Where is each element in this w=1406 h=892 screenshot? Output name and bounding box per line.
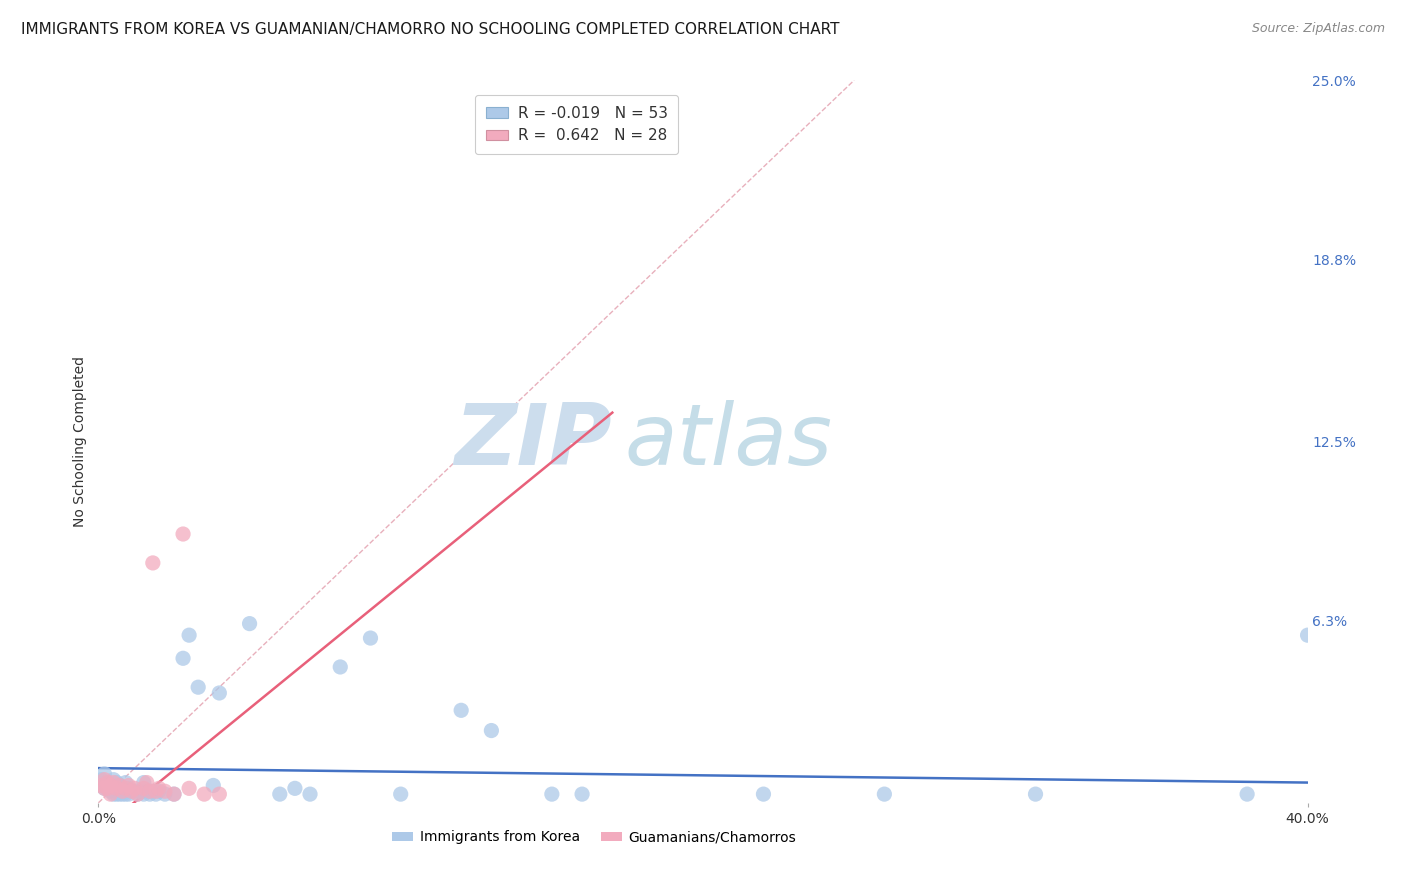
Point [114, 775, 136, 789]
Point [114, 787, 136, 801]
Point [108, 787, 131, 801]
Point [105, 781, 128, 796]
Point [142, 556, 165, 570]
Point [108, 779, 131, 793]
Point [540, 787, 562, 801]
Point [145, 784, 167, 798]
Point [100, 784, 122, 798]
Point [389, 787, 412, 801]
Point [118, 779, 141, 793]
Point [172, 651, 194, 665]
Point [187, 680, 209, 694]
Point [105, 787, 128, 801]
Point [172, 527, 194, 541]
Point [111, 784, 134, 798]
Point [127, 787, 149, 801]
Point [100, 779, 122, 793]
Point [121, 784, 143, 798]
Point [208, 787, 231, 801]
Point [93, 781, 115, 796]
Point [481, 723, 503, 738]
Legend: Immigrants from Korea, Guamanians/Chamorros: Immigrants from Korea, Guamanians/Chamor… [387, 825, 801, 850]
Point [124, 781, 146, 796]
Point [208, 686, 231, 700]
Text: Source: ZipAtlas.com: Source: ZipAtlas.com [1251, 22, 1385, 36]
Point [752, 787, 775, 801]
Point [93, 772, 115, 787]
Point [124, 784, 146, 798]
Point [163, 787, 186, 801]
Point [100, 779, 122, 793]
Point [90, 779, 112, 793]
Point [179, 628, 201, 642]
Point [450, 703, 472, 717]
Point [132, 781, 155, 796]
Point [118, 781, 141, 796]
Point [299, 787, 322, 801]
Point [96, 781, 118, 796]
Point [121, 784, 143, 798]
Point [1296, 628, 1319, 642]
Point [114, 781, 136, 796]
Point [96, 781, 118, 796]
Point [193, 787, 215, 801]
Point [132, 787, 155, 801]
Point [100, 787, 122, 801]
Text: ZIP: ZIP [454, 400, 613, 483]
Point [103, 775, 125, 789]
Point [96, 775, 118, 789]
Point [127, 787, 149, 801]
Text: IMMIGRANTS FROM KOREA VS GUAMANIAN/CHAMORRO NO SCHOOLING COMPLETED CORRELATION C: IMMIGRANTS FROM KOREA VS GUAMANIAN/CHAMO… [21, 22, 839, 37]
Point [571, 787, 593, 801]
Point [269, 787, 291, 801]
Point [93, 767, 115, 781]
Point [1024, 787, 1046, 801]
Point [202, 779, 225, 793]
Point [132, 775, 155, 789]
Point [111, 787, 134, 801]
Point [118, 787, 141, 801]
Point [329, 660, 352, 674]
Point [139, 784, 162, 798]
Point [103, 772, 125, 787]
Point [145, 787, 167, 801]
Point [163, 787, 186, 801]
Point [90, 772, 112, 787]
Point [148, 781, 170, 796]
Text: atlas: atlas [624, 400, 832, 483]
Point [135, 775, 157, 789]
Point [148, 784, 170, 798]
Point [284, 781, 307, 796]
Point [360, 631, 382, 645]
Point [108, 779, 131, 793]
Point [1236, 787, 1258, 801]
Point [129, 784, 152, 798]
Point [139, 787, 162, 801]
Point [105, 775, 128, 789]
Point [239, 616, 262, 631]
Point [153, 784, 176, 798]
Point [96, 775, 118, 789]
Point [111, 781, 134, 796]
Point [103, 787, 125, 801]
Point [142, 784, 165, 798]
Point [873, 787, 896, 801]
Point [135, 784, 157, 798]
Point [179, 781, 201, 796]
Y-axis label: No Schooling Completed: No Schooling Completed [73, 356, 87, 527]
Point [153, 787, 176, 801]
Point [93, 781, 115, 796]
